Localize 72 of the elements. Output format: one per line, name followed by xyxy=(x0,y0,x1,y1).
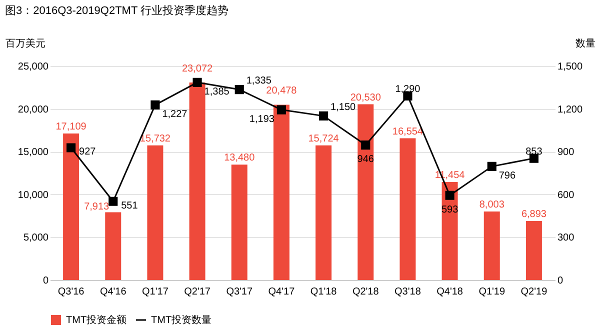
point xyxy=(234,85,244,94)
data-label: 23,072 xyxy=(182,64,214,75)
data-label: 927 xyxy=(79,146,96,158)
bar xyxy=(231,164,248,280)
y-tick-label: 10,000 xyxy=(18,190,49,201)
data-label: 853 xyxy=(526,146,543,158)
data-label: 20,478 xyxy=(266,86,298,97)
bar xyxy=(400,138,416,280)
x-tick-label: Q4'16 xyxy=(100,286,127,298)
y-tick-label: 20,000 xyxy=(18,104,49,116)
data-label: 8,003 xyxy=(479,199,505,210)
data-label: 551 xyxy=(121,200,138,212)
x-tick-label: Q1'17 xyxy=(142,286,169,298)
y2-tick-label: 1,500 xyxy=(558,62,583,72)
y2-tick-label: 900 xyxy=(558,147,575,158)
y-tick-label: 5,000 xyxy=(23,232,49,244)
x-tick-label: Q4'18 xyxy=(436,286,464,298)
x-tick-label: Q1'19 xyxy=(478,286,506,298)
data-label: 15,732 xyxy=(140,133,171,144)
y-tick-label: 0 xyxy=(42,276,49,286)
bar xyxy=(316,145,332,280)
bar xyxy=(442,182,458,280)
x-tick-label: Q4'17 xyxy=(268,286,296,298)
bar xyxy=(273,104,290,280)
data-label: 1,227 xyxy=(162,108,188,120)
data-label: 1,385 xyxy=(204,86,230,98)
data-label: 1,150 xyxy=(330,102,356,113)
y-tick-label: 25,000 xyxy=(18,62,49,72)
point xyxy=(192,78,202,87)
data-label: 1,335 xyxy=(246,76,272,87)
y-tick-label: 15,000 xyxy=(18,147,49,158)
y2-axis-title: 数量 xyxy=(576,38,596,50)
point xyxy=(319,111,328,120)
bar xyxy=(105,212,122,280)
legend-label: TMT投资数量 xyxy=(151,314,212,326)
data-label: 593 xyxy=(441,204,459,216)
y2-tick-label: 0 xyxy=(558,276,564,286)
y2-tick-label: 300 xyxy=(558,232,575,244)
data-label: 16,554 xyxy=(392,126,424,138)
bar xyxy=(358,104,374,280)
y2-tick-label: 1,200 xyxy=(558,104,583,116)
point xyxy=(66,143,76,152)
data-label: 15,724 xyxy=(308,133,340,144)
point xyxy=(487,162,496,171)
data-label: 7,913 xyxy=(84,201,110,212)
y-axis-title: 百万美元 xyxy=(6,38,46,50)
x-tick-label: Q1'18 xyxy=(310,286,338,298)
x-tick-label: Q2'19 xyxy=(520,286,548,298)
x-tick-label: Q3'18 xyxy=(394,286,422,298)
data-label: 20,530 xyxy=(350,92,382,104)
x-tick-label: Q3'17 xyxy=(226,286,253,298)
bar xyxy=(484,211,500,280)
data-label: 17,109 xyxy=(56,122,87,133)
y2-tick-label: 600 xyxy=(558,190,575,201)
data-label: 6,893 xyxy=(521,208,547,220)
data-label: 796 xyxy=(498,170,516,182)
point xyxy=(445,190,454,200)
point xyxy=(276,105,286,114)
x-tick-label: Q2'18 xyxy=(352,286,380,298)
point xyxy=(150,100,160,110)
bar xyxy=(63,134,80,280)
bar xyxy=(189,82,206,280)
point xyxy=(108,196,118,206)
data-label: 946 xyxy=(357,154,374,166)
x-tick-label: Q3'16 xyxy=(58,286,85,298)
data-label: 13,480 xyxy=(224,152,256,164)
bar xyxy=(147,145,164,280)
point xyxy=(361,140,370,150)
bar xyxy=(526,220,542,280)
legend-label: TMT投资金额 xyxy=(66,314,127,326)
chart-title: 图3：2016Q3-2019Q2TMT 行业投资季度趋势 xyxy=(5,4,229,17)
x-tick-label: Q2'17 xyxy=(184,286,211,298)
